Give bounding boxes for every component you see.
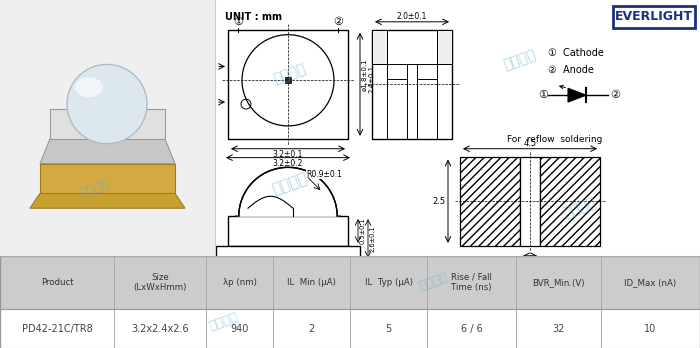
Text: Product: Product — [41, 278, 74, 287]
Text: 超毅电子: 超毅电子 — [272, 62, 308, 87]
Text: 超毅电子: 超毅电子 — [562, 196, 598, 221]
Text: Size
(LxWxHmm): Size (LxWxHmm) — [134, 273, 187, 292]
Polygon shape — [40, 164, 175, 193]
Text: 10: 10 — [644, 324, 657, 334]
Text: ②: ② — [610, 90, 620, 100]
Text: 2.0±0.1: 2.0±0.1 — [397, 12, 427, 21]
Text: 32: 32 — [552, 324, 564, 334]
Polygon shape — [40, 139, 175, 164]
Bar — [285, 77, 291, 83]
Text: ⌀1.8±0.1: ⌀1.8±0.1 — [362, 58, 368, 91]
Text: R0.9±0.1: R0.9±0.1 — [306, 169, 342, 179]
Text: ID_Max (nA): ID_Max (nA) — [624, 278, 676, 287]
Text: 2.6: 2.6 — [524, 257, 537, 266]
Bar — [228, 216, 348, 246]
Text: 0.5±0.1: 0.5±0.1 — [360, 218, 366, 244]
Text: 超毅电子: 超毅电子 — [502, 47, 538, 72]
Text: 940: 940 — [230, 324, 248, 334]
Bar — [540, 157, 600, 246]
Text: Rise / Fall
Time (ns): Rise / Fall Time (ns) — [451, 273, 492, 292]
Bar — [460, 157, 520, 246]
Text: 3.2±0.2: 3.2±0.2 — [273, 159, 303, 168]
Text: IL  Typ (μA): IL Typ (μA) — [365, 278, 413, 287]
Text: 2.6±0.1: 2.6±0.1 — [370, 225, 376, 252]
Polygon shape — [568, 88, 586, 102]
Polygon shape — [50, 109, 165, 139]
Polygon shape — [236, 167, 340, 216]
Text: ②  Anode: ② Anode — [548, 65, 594, 76]
Text: IL  Min (μA): IL Min (μA) — [287, 278, 336, 287]
Text: 5: 5 — [386, 324, 392, 334]
Bar — [520, 157, 540, 246]
Text: BVR_Min.(V): BVR_Min.(V) — [532, 278, 584, 287]
Text: 超毅电子: 超毅电子 — [270, 170, 309, 197]
Text: 超毅电子: 超毅电子 — [418, 270, 450, 293]
Bar — [0, 256, 700, 309]
Text: ①: ① — [233, 17, 243, 27]
Text: ②: ② — [333, 17, 343, 27]
Bar — [0, 309, 700, 348]
Text: 6 / 6: 6 / 6 — [461, 324, 482, 334]
Text: 3.2x2.4x2.6: 3.2x2.4x2.6 — [132, 324, 189, 334]
Bar — [372, 30, 387, 64]
Text: 2.4±0.1: 2.4±0.1 — [369, 65, 375, 93]
Bar — [215, 0, 700, 256]
Text: λp (nm): λp (nm) — [223, 278, 256, 287]
Text: PD42-21C/TR8: PD42-21C/TR8 — [22, 324, 92, 334]
Polygon shape — [30, 193, 185, 208]
Ellipse shape — [67, 64, 147, 144]
Text: 2.5: 2.5 — [433, 197, 446, 206]
Text: UNIT : mm: UNIT : mm — [225, 12, 282, 22]
Bar — [613, 6, 695, 28]
Text: 3.2±0.1: 3.2±0.1 — [273, 150, 303, 159]
Bar — [216, 246, 360, 261]
Text: ①  Cathode: ① Cathode — [548, 48, 604, 57]
Text: 4.5: 4.5 — [524, 139, 537, 148]
Text: 超毅电子: 超毅电子 — [208, 311, 240, 333]
Bar — [437, 30, 452, 64]
Text: ①: ① — [538, 90, 548, 100]
Text: EVERLIGHT: EVERLIGHT — [615, 10, 693, 23]
Text: For  reflow  soldering: For reflow soldering — [508, 135, 603, 144]
Text: 超毅电子: 超毅电子 — [78, 177, 111, 200]
Text: 2: 2 — [308, 324, 314, 334]
Bar — [372, 30, 452, 139]
Ellipse shape — [75, 77, 103, 97]
Bar — [228, 30, 348, 139]
